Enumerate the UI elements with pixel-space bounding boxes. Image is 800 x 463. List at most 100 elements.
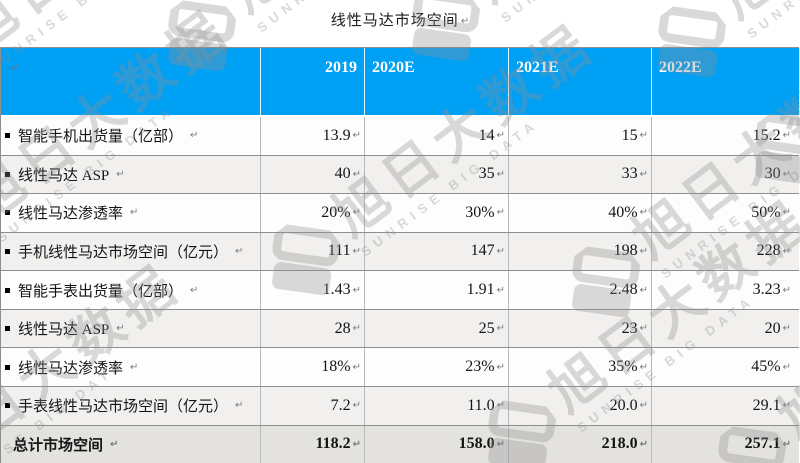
cell-value: 29.1: [752, 396, 781, 414]
cell-value: 15.2: [752, 126, 781, 144]
cell-2019: 111 ↵: [261, 232, 365, 271]
page-title: 线性马达市场空间: [330, 13, 459, 29]
cell-2022E: 50% ↵: [652, 194, 800, 232]
cell-value: 2.48: [609, 281, 638, 299]
return-mark: ↵: [116, 323, 125, 335]
row-label-cell: 智能手表出货量（亿部） ↵: [1, 271, 261, 309]
return-mark: ↵: [782, 400, 791, 412]
cell-2022E: 3.23 ↵: [652, 271, 800, 309]
return-mark: ↵: [352, 361, 361, 373]
row-label-cell: 总计市场空间 ↵: [1, 425, 261, 463]
return-mark: ↵: [352, 284, 361, 296]
cell-2020E: 30% ↵: [365, 194, 509, 232]
cell-value: 118.2: [315, 435, 351, 453]
cell-value: 50%: [751, 203, 781, 221]
bullet-icon: [5, 210, 10, 216]
cell-value: 11.0: [467, 396, 495, 414]
return-mark: ↵: [496, 284, 505, 296]
return-mark: ↵: [460, 16, 470, 27]
cell-2021E: 2.48 ↵: [509, 271, 652, 309]
row-label-cell: 线性马达 ASP ↵: [1, 309, 261, 348]
return-mark: ↵: [782, 168, 791, 180]
return-mark: ↵: [639, 400, 648, 412]
cell-value: 25: [478, 319, 495, 337]
cell-value: 23: [621, 319, 638, 337]
return-mark: ↵: [496, 400, 505, 412]
return-mark: ↵: [496, 245, 505, 257]
cell-value: 33: [621, 165, 638, 183]
return-mark: ↵: [782, 207, 791, 219]
return-mark: ↵: [235, 400, 244, 412]
col-header-label: 2021E: [516, 59, 559, 76]
cell-2019: 7.2 ↵: [261, 386, 365, 425]
return-mark: ↵: [639, 207, 648, 219]
cell-2021E: 35% ↵: [509, 348, 652, 386]
bullet-icon: [5, 326, 10, 332]
col-header-2019: 2019: [261, 48, 365, 115]
cell-value: 198: [613, 242, 638, 260]
cell-2019: 18% ↵: [261, 348, 365, 386]
row-label-cell: 手机线性马达市场空间（亿元） ↵: [1, 232, 261, 271]
cell-value: 218.0: [601, 435, 638, 453]
table-row: 手表线性马达市场空间（亿元） ↵ 7.2 ↵ 11.0 ↵ 20.0 ↵ 29.1 ↵: [1, 386, 799, 426]
cell-value: 35: [478, 165, 495, 183]
cell-2019: 28 ↵: [261, 309, 365, 348]
return-mark: ↵: [235, 245, 244, 257]
cell-value: 111: [327, 242, 351, 260]
col-header-label: 2022E: [659, 59, 702, 76]
cell-value: 20: [764, 319, 781, 337]
cell-value: 30: [764, 165, 781, 183]
table-row: 线性马达渗透率 ↵ 18% ↵ 23% ↵ 35% ↵ 45% ↵: [1, 348, 799, 387]
row-label: 手机线性马达市场空间（亿元）: [18, 244, 229, 261]
return-mark: ↵: [130, 207, 139, 219]
cell-2020E: 14 ↵: [365, 117, 509, 155]
return-mark: ↵: [352, 130, 361, 142]
return-mark: ↵: [496, 130, 505, 142]
cell-2021E: 40% ↵: [509, 194, 652, 232]
row-label: 手表线性马达市场空间（亿元）: [18, 399, 229, 416]
col-header-2020E: 2020E: [365, 48, 509, 115]
cell-value: 35%: [608, 358, 638, 376]
bullet-icon: [5, 133, 10, 139]
bullet-icon: [5, 287, 10, 293]
row-label: 线性马达 ASP: [18, 322, 110, 339]
cell-value: 257.1: [744, 435, 781, 453]
row-label: 总计市场空间: [13, 437, 104, 454]
return-mark: ↵: [639, 323, 648, 335]
return-mark: ↵: [496, 207, 505, 219]
return-mark: ↵: [352, 323, 361, 335]
cell-2020E: 1.91 ↵: [365, 271, 509, 309]
return-mark: ↵: [782, 438, 791, 450]
cell-2020E: 11.0 ↵: [365, 386, 509, 425]
return-mark: ↵: [130, 361, 139, 373]
cell-value: 1.91: [466, 281, 495, 299]
cell-value: 40: [334, 165, 351, 183]
return-mark: ↵: [782, 361, 791, 373]
return-mark: ↵: [190, 130, 199, 142]
return-mark: ↵: [782, 130, 791, 142]
return-mark: ↵: [496, 168, 505, 180]
row-label-cell: 手表线性马达市场空间（亿元） ↵: [1, 386, 261, 425]
cell-2020E: 158.0 ↵: [365, 425, 509, 463]
cell-value: 20.0: [609, 396, 638, 414]
cell-2019: 20% ↵: [261, 194, 365, 232]
cell-2022E: 30 ↵: [652, 156, 800, 194]
cell-2022E: 20 ↵: [652, 310, 800, 348]
return-mark: ↵: [639, 168, 648, 180]
title-row: 线性马达市场空间 ↵: [0, 9, 800, 30]
table-row: 线性马达 ASP ↵ 40 ↵ 35 ↵ 33 ↵ 30 ↵: [1, 155, 800, 195]
cell-2021E: 15 ↵: [509, 117, 652, 155]
cell-2020E: 147 ↵: [365, 232, 509, 271]
cell-2021E: 218.0 ↵: [509, 425, 652, 463]
return-mark: ↵: [639, 438, 648, 450]
cell-2021E: 198 ↵: [509, 232, 652, 271]
return-mark: ↵: [639, 245, 648, 257]
row-label-cell: 线性马达 ASP ↵: [1, 155, 261, 194]
cell-value: 15: [621, 126, 638, 144]
cell-2021E: 20.0 ↵: [509, 386, 652, 425]
table-header-row: ↵ 2019 2020E 2021E 2022E: [1, 48, 799, 117]
cell-2019: 13.9 ↵: [261, 117, 365, 155]
row-label: 智能手机出货量（亿部）: [18, 129, 184, 146]
cell-value: 23%: [465, 358, 495, 376]
cell-2022E: 15.2 ↵: [652, 117, 800, 155]
